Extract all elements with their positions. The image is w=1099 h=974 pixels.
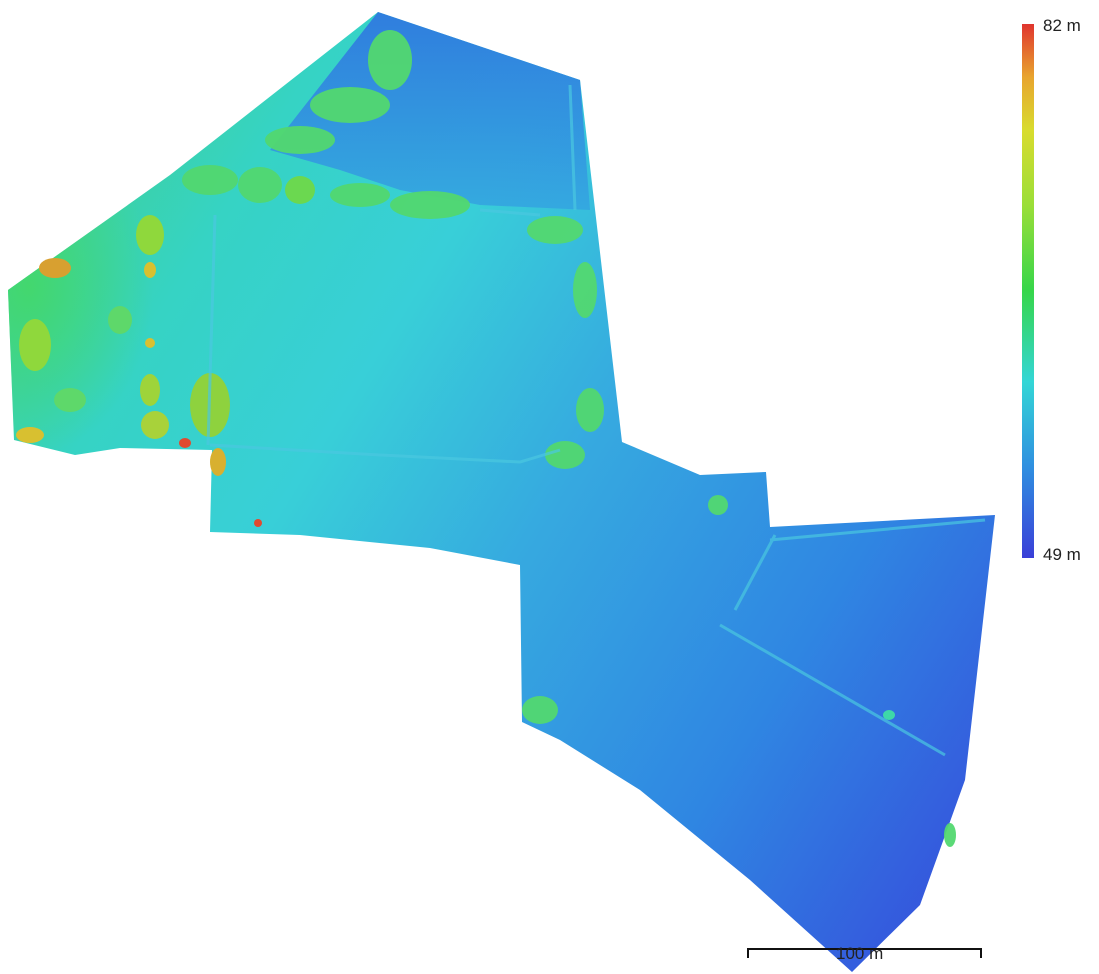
legend-max-label: 82 m bbox=[1043, 16, 1081, 35]
field-spot bbox=[883, 710, 895, 720]
scale-bar bbox=[747, 948, 982, 958]
tree-line bbox=[182, 30, 956, 847]
legend-color-bar bbox=[1022, 24, 1034, 558]
tree-clusters bbox=[16, 215, 262, 527]
north-field bbox=[270, 12, 590, 210]
scale-bar-label: 100 m bbox=[836, 944, 884, 963]
terrain-area bbox=[8, 12, 995, 972]
field-paths bbox=[206, 84, 986, 757]
legend-min-label: 49 m bbox=[1043, 545, 1081, 564]
